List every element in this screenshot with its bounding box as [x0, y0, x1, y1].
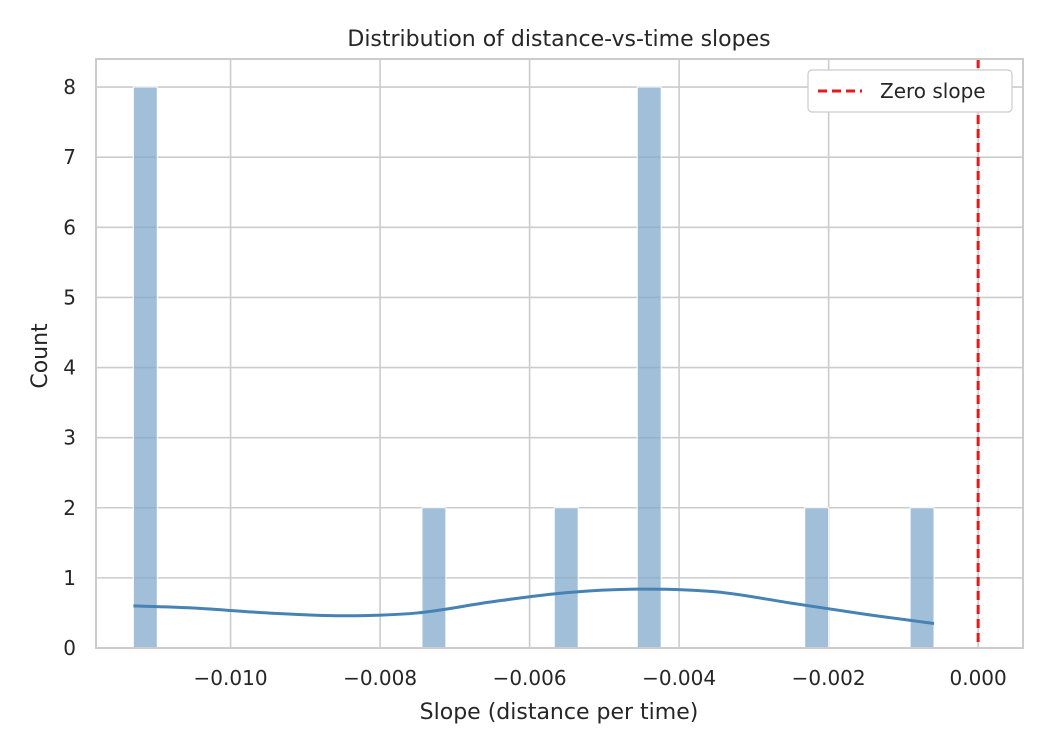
x-axis-title: Slope (distance per time) — [420, 700, 699, 725]
chart-title: Distribution of distance-vs-time slopes — [347, 27, 770, 52]
legend-label-zero-slope: Zero slope — [880, 79, 986, 103]
x-tick-label-5: 0.000 — [950, 666, 1007, 690]
plot-frame — [95, 58, 1024, 649]
legend-box — [807, 69, 1013, 113]
x-tick-label-0: −0.010 — [194, 666, 268, 690]
y-tick-label-5: 5 — [63, 285, 76, 309]
y-tick-label-8: 8 — [63, 75, 76, 99]
histogram-bar-2 — [553, 507, 579, 649]
y-tick-label-6: 6 — [63, 215, 76, 239]
x-tick-label-1: −0.008 — [343, 666, 417, 690]
y-tick-label-3: 3 — [63, 426, 76, 450]
y-tick-label-0: 0 — [63, 636, 76, 660]
histogram-bar-1 — [421, 507, 447, 649]
y-tick-label-4: 4 — [63, 356, 76, 380]
x-tick-label-4: −0.002 — [792, 666, 866, 690]
y-tick-label-2: 2 — [63, 496, 76, 520]
y-tick-label-1: 1 — [63, 566, 76, 590]
kde-curve — [133, 587, 935, 625]
y-tick-label-7: 7 — [63, 145, 76, 169]
histogram-bar-4 — [804, 507, 830, 649]
y-axis-title: Count — [28, 323, 53, 389]
x-tick-label-3: −0.004 — [642, 666, 716, 690]
tick-labels: −0.010 −0.008 −0.006 −0.004 −0.002 0.000 0 1 2 3 4… — [63, 75, 1007, 690]
histogram-bar-3 — [636, 86, 662, 649]
histogram-bar-0 — [132, 86, 158, 649]
x-tick-label-2: −0.006 — [493, 666, 567, 690]
histogram-bars — [132, 86, 935, 649]
grid-lines — [96, 59, 1023, 649]
kde-curve-group — [133, 587, 935, 625]
legend: Zero slope — [807, 69, 1013, 113]
plot-border — [95, 58, 1024, 649]
histogram-bar-5 — [909, 507, 935, 649]
